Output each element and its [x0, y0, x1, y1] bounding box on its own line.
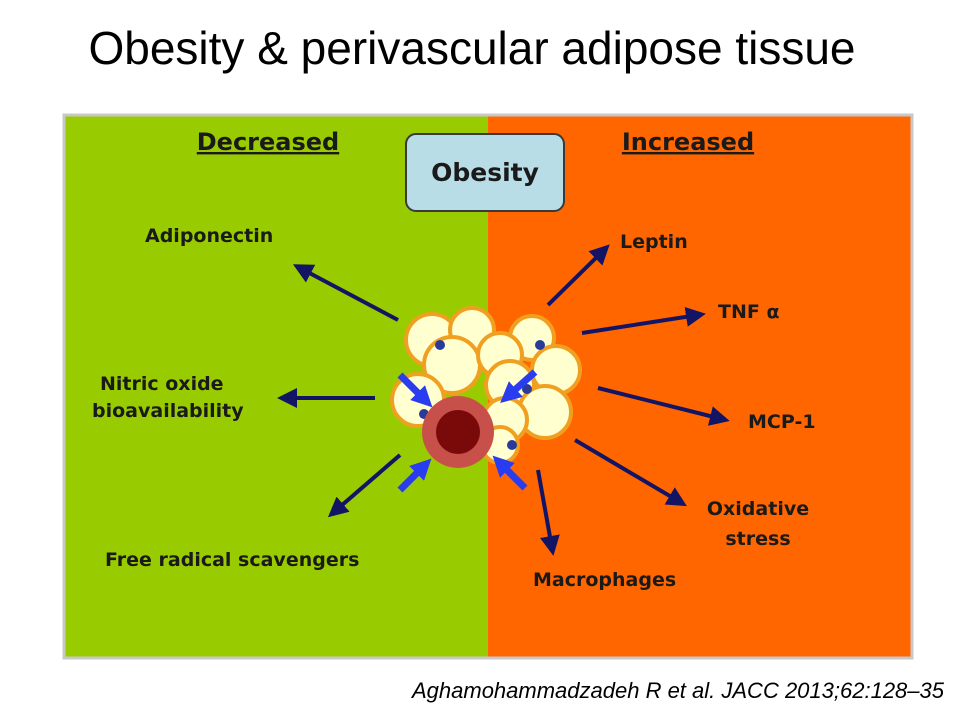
line: Macrophages — [533, 569, 676, 591]
right-item: Oxidative stress — [707, 498, 809, 550]
line: Free radical scavengers — [105, 549, 359, 571]
diagram: Decreased Increased Obesity Adiponectin … — [62, 113, 914, 660]
right-item: MCP-1 — [748, 411, 816, 433]
left-item: Adiponectin — [145, 225, 273, 247]
line: Oxidative — [707, 498, 809, 520]
frame — [62, 113, 914, 660]
center-label: Obesity — [431, 158, 539, 187]
right-item: TNF α — [718, 301, 780, 323]
arrows — [277, 244, 730, 556]
line: stress — [725, 528, 790, 550]
adipose-cluster — [390, 306, 582, 468]
blue-arrows — [397, 369, 538, 493]
slide-title: Obesity & perivascular adipose tissue — [88, 22, 855, 74]
line: bioavailability — [92, 400, 244, 422]
left-item: Nitric oxide bioavailability — [92, 373, 244, 422]
right-header: Increased — [622, 128, 754, 156]
right-item: Macrophages — [533, 569, 676, 591]
line: MCP-1 — [748, 411, 816, 433]
line: Nitric oxide — [100, 373, 224, 395]
citation: Aghamohammadzadeh R et al. JACC 2013;62:… — [410, 678, 945, 703]
center-box — [405, 133, 565, 212]
right-item: Leptin — [620, 231, 688, 253]
line: Adiponectin — [145, 225, 273, 247]
left-item: Free radical scavengers — [105, 549, 359, 571]
line: TNF α — [718, 301, 780, 323]
left-header: Decreased — [197, 128, 339, 156]
line: Leptin — [620, 231, 688, 253]
